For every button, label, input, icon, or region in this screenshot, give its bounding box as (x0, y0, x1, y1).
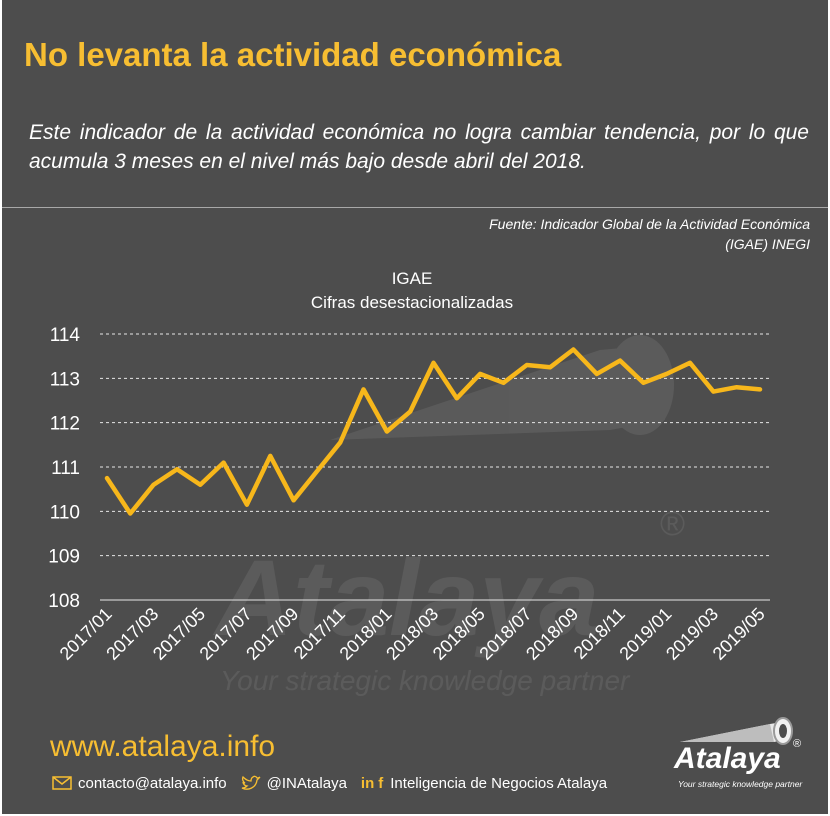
svg-text:Your strategic knowledge partn: Your strategic knowledge partner (220, 665, 631, 696)
y-tick-label: 109 (48, 547, 80, 568)
spyglass-icon (680, 717, 793, 745)
website-link[interactable]: www.atalaya.info (50, 730, 276, 763)
series-line (104, 347, 763, 516)
source-note: Fuente: Indicador Global de la Actividad… (489, 216, 810, 252)
y-axis: 108 109 110 111 112 113 114 (48, 325, 80, 612)
y-tick-label: 108 (48, 591, 80, 612)
chart-subtitle: Cifras desestacionalizadas (311, 293, 513, 312)
x-tick-label: 2019/05 (709, 604, 769, 664)
envelope-icon (52, 776, 72, 790)
contact-row: contacto@atalaya.info @INAtalaya in f In… (52, 772, 607, 794)
y-tick-label: 113 (50, 369, 80, 390)
brand-tagline: Your strategic knowledge partner (678, 779, 803, 789)
page-title: No levanta la actividad económica (24, 36, 562, 73)
company-name: Inteligencia de Negocios Atalaya (390, 774, 608, 792)
y-tick-label: 110 (50, 502, 80, 523)
y-tick-label: 111 (51, 458, 80, 479)
watermark: Atalaya ® Your strategic knowledge partn… (212, 335, 685, 696)
y-tick-label: 112 (50, 414, 80, 435)
series (104, 347, 763, 516)
svg-text:®: ® (660, 505, 685, 543)
svg-text:Atalaya: Atalaya (212, 537, 599, 658)
linkedin-icon[interactable]: in (360, 774, 375, 792)
page-subtitle: Este indicador de la actividad económica… (29, 121, 809, 173)
email-link[interactable]: contacto@atalaya.info (78, 774, 227, 792)
twitter-icon (241, 775, 261, 791)
facebook-icon[interactable]: f (378, 774, 384, 792)
divider (2, 207, 828, 208)
chart-title: IGAE (392, 269, 433, 288)
brand-name: Atalaya (674, 742, 781, 775)
y-tick-label: 114 (50, 325, 81, 346)
twitter-handle[interactable]: @INAtalaya (266, 774, 347, 792)
registered-icon: ® (793, 738, 802, 750)
